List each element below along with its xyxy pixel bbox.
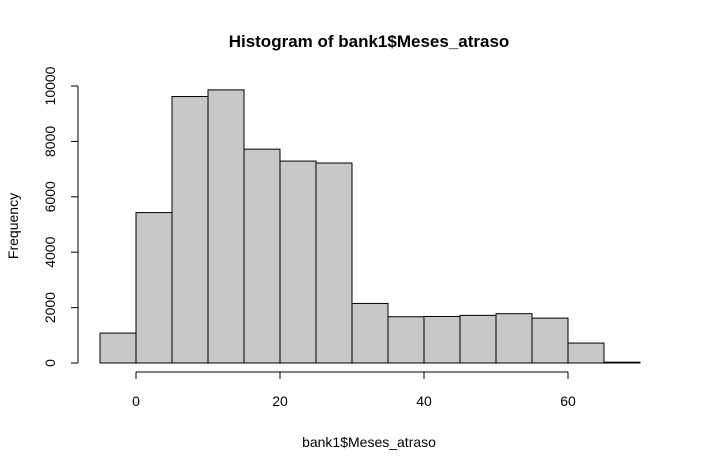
x-tick-label: 60 xyxy=(560,393,576,409)
histogram-bar xyxy=(567,342,605,364)
histogram-bar xyxy=(135,212,173,364)
histogram-bar xyxy=(531,317,569,364)
x-axis-label: bank1$Meses_atraso xyxy=(302,434,436,450)
y-tick-label: 2000 xyxy=(42,292,58,323)
x-tick-label: 20 xyxy=(272,393,288,409)
y-tick-label: 0 xyxy=(42,359,58,367)
histogram-bar xyxy=(315,162,353,364)
histogram-bar xyxy=(243,148,281,364)
x-axis: 0 20 40 60 xyxy=(132,371,576,409)
histogram-bar xyxy=(99,332,137,364)
y-axis-label: Frequency xyxy=(5,193,21,259)
histogram-bar xyxy=(387,316,425,364)
histogram-bar xyxy=(495,313,533,364)
y-tick-label: 6000 xyxy=(42,181,58,212)
x-tick-label: 40 xyxy=(416,393,432,409)
histogram-bar xyxy=(279,160,317,364)
histogram-bar xyxy=(351,302,389,364)
x-tick-label: 0 xyxy=(132,393,140,409)
bars-group xyxy=(99,89,641,364)
histogram-bar xyxy=(171,96,209,364)
histogram-bar xyxy=(207,89,245,364)
y-axis: 0 2000 4000 6000 8000 10000 xyxy=(42,66,79,367)
histogram-bar xyxy=(423,315,461,364)
chart-title: Histogram of bank1$Meses_atraso xyxy=(229,32,510,51)
y-tick-label: 4000 xyxy=(42,236,58,267)
histogram-bar xyxy=(459,314,497,364)
y-tick-label: 8000 xyxy=(42,126,58,157)
y-tick-label: 10000 xyxy=(42,66,58,105)
histogram-bar xyxy=(603,361,641,364)
